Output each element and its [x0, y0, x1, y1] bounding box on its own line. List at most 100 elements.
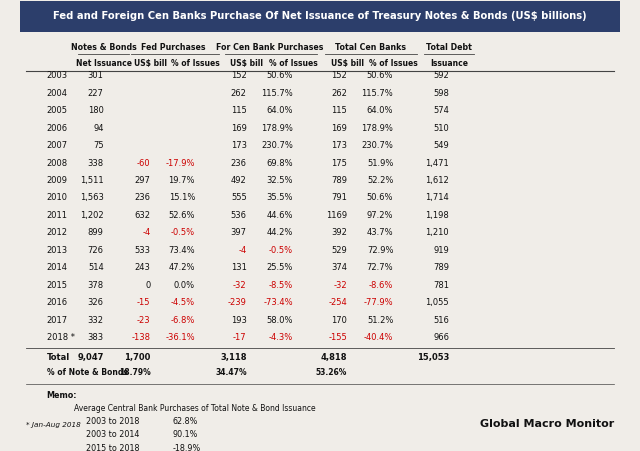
- Text: 529: 529: [332, 246, 347, 255]
- Text: 180: 180: [88, 106, 104, 115]
- Text: US$ bill: US$ bill: [230, 59, 263, 68]
- Text: -40.4%: -40.4%: [364, 333, 394, 342]
- Text: 514: 514: [88, 263, 104, 272]
- Text: 170: 170: [331, 316, 347, 325]
- Text: 789: 789: [331, 176, 347, 185]
- Text: 72.9%: 72.9%: [367, 246, 394, 255]
- Text: 1,202: 1,202: [80, 211, 104, 220]
- Text: Global Macro Monitor: Global Macro Monitor: [480, 419, 614, 429]
- Text: 374: 374: [331, 263, 347, 272]
- Text: 75: 75: [93, 141, 104, 150]
- Text: 791: 791: [331, 193, 347, 202]
- Text: 178.9%: 178.9%: [261, 124, 293, 133]
- Text: 50.6%: 50.6%: [266, 71, 293, 80]
- Text: 15.1%: 15.1%: [168, 193, 195, 202]
- Text: 32.5%: 32.5%: [266, 176, 293, 185]
- Text: 115: 115: [231, 106, 246, 115]
- Text: 52.6%: 52.6%: [168, 211, 195, 220]
- Text: 1,198: 1,198: [426, 211, 449, 220]
- Text: 2009: 2009: [47, 176, 68, 185]
- Text: 50.6%: 50.6%: [367, 193, 394, 202]
- Text: US$ bill: US$ bill: [134, 59, 167, 68]
- Text: 533: 533: [134, 246, 150, 255]
- FancyBboxPatch shape: [19, 1, 621, 32]
- Text: 2003: 2003: [47, 71, 68, 80]
- Text: % of Issues: % of Issues: [171, 59, 220, 68]
- Text: Memo:: Memo:: [47, 391, 77, 400]
- Text: 574: 574: [433, 106, 449, 115]
- Text: 115.7%: 115.7%: [261, 89, 293, 98]
- Text: 326: 326: [88, 298, 104, 307]
- Text: 9,047: 9,047: [77, 353, 104, 362]
- Text: 44.6%: 44.6%: [266, 211, 293, 220]
- Text: 789: 789: [433, 263, 449, 272]
- Text: 152: 152: [332, 71, 347, 80]
- Text: 492: 492: [231, 176, 246, 185]
- Text: 1,055: 1,055: [426, 298, 449, 307]
- Text: 169: 169: [331, 124, 347, 133]
- Text: 73.4%: 73.4%: [168, 246, 195, 255]
- Text: 332: 332: [88, 316, 104, 325]
- Text: 47.2%: 47.2%: [168, 263, 195, 272]
- Text: 131: 131: [231, 263, 246, 272]
- Text: Fed and Foreign Cen Banks Purchase Of Net Issuance of Treasury Notes & Bonds (US: Fed and Foreign Cen Banks Purchase Of Ne…: [53, 11, 587, 21]
- Text: % of Issues: % of Issues: [269, 59, 317, 68]
- Text: 43.7%: 43.7%: [367, 228, 394, 237]
- Text: 115: 115: [332, 106, 347, 115]
- Text: -36.1%: -36.1%: [165, 333, 195, 342]
- Text: 301: 301: [88, 71, 104, 80]
- Text: Total: Total: [47, 353, 70, 362]
- Text: -15: -15: [137, 298, 150, 307]
- Text: -8.5%: -8.5%: [269, 281, 293, 290]
- Text: -4.5%: -4.5%: [171, 298, 195, 307]
- Text: Total Cen Banks: Total Cen Banks: [335, 43, 406, 52]
- Text: 236: 236: [134, 193, 150, 202]
- Text: 2012: 2012: [47, 228, 68, 237]
- Text: 44.2%: 44.2%: [267, 228, 293, 237]
- Text: 62.8%: 62.8%: [173, 417, 198, 426]
- Text: 510: 510: [433, 124, 449, 133]
- Text: 2003 to 2014: 2003 to 2014: [86, 430, 139, 439]
- Text: 726: 726: [88, 246, 104, 255]
- Text: 53.26%: 53.26%: [316, 368, 347, 377]
- Text: 2014: 2014: [47, 263, 68, 272]
- Text: 2011: 2011: [47, 211, 68, 220]
- Text: 1,210: 1,210: [426, 228, 449, 237]
- Text: 919: 919: [433, 246, 449, 255]
- Text: 1,563: 1,563: [80, 193, 104, 202]
- Text: 2007: 2007: [47, 141, 68, 150]
- Text: 632: 632: [134, 211, 150, 220]
- Text: 175: 175: [331, 159, 347, 168]
- Text: 18.79%: 18.79%: [119, 368, 150, 377]
- Text: -32: -32: [233, 281, 246, 290]
- Text: 58.0%: 58.0%: [266, 316, 293, 325]
- Text: -32: -32: [333, 281, 347, 290]
- Text: US$ bill: US$ bill: [330, 59, 364, 68]
- Text: -4: -4: [239, 246, 246, 255]
- Text: Fed Purchases: Fed Purchases: [141, 43, 205, 52]
- Text: 152: 152: [231, 71, 246, 80]
- Text: Net Issuance: Net Issuance: [76, 59, 132, 68]
- Text: 1,714: 1,714: [426, 193, 449, 202]
- Text: 2003 to 2018: 2003 to 2018: [86, 417, 139, 426]
- Text: 178.9%: 178.9%: [362, 124, 394, 133]
- Text: -254: -254: [328, 298, 347, 307]
- Text: -4.3%: -4.3%: [269, 333, 293, 342]
- Text: 338: 338: [88, 159, 104, 168]
- Text: 781: 781: [433, 281, 449, 290]
- Text: 2006: 2006: [47, 124, 68, 133]
- Text: 51.9%: 51.9%: [367, 159, 394, 168]
- Text: -0.5%: -0.5%: [171, 228, 195, 237]
- Text: 97.2%: 97.2%: [367, 211, 394, 220]
- Text: 2004: 2004: [47, 89, 68, 98]
- Text: 297: 297: [134, 176, 150, 185]
- Text: -60: -60: [137, 159, 150, 168]
- Text: 2008: 2008: [47, 159, 68, 168]
- Text: -8.6%: -8.6%: [369, 281, 394, 290]
- Text: 15,053: 15,053: [417, 353, 449, 362]
- Text: 25.5%: 25.5%: [267, 263, 293, 272]
- Text: 549: 549: [433, 141, 449, 150]
- Text: * Jan-Aug 2018: * Jan-Aug 2018: [26, 422, 80, 428]
- Text: -239: -239: [228, 298, 246, 307]
- Text: 598: 598: [433, 89, 449, 98]
